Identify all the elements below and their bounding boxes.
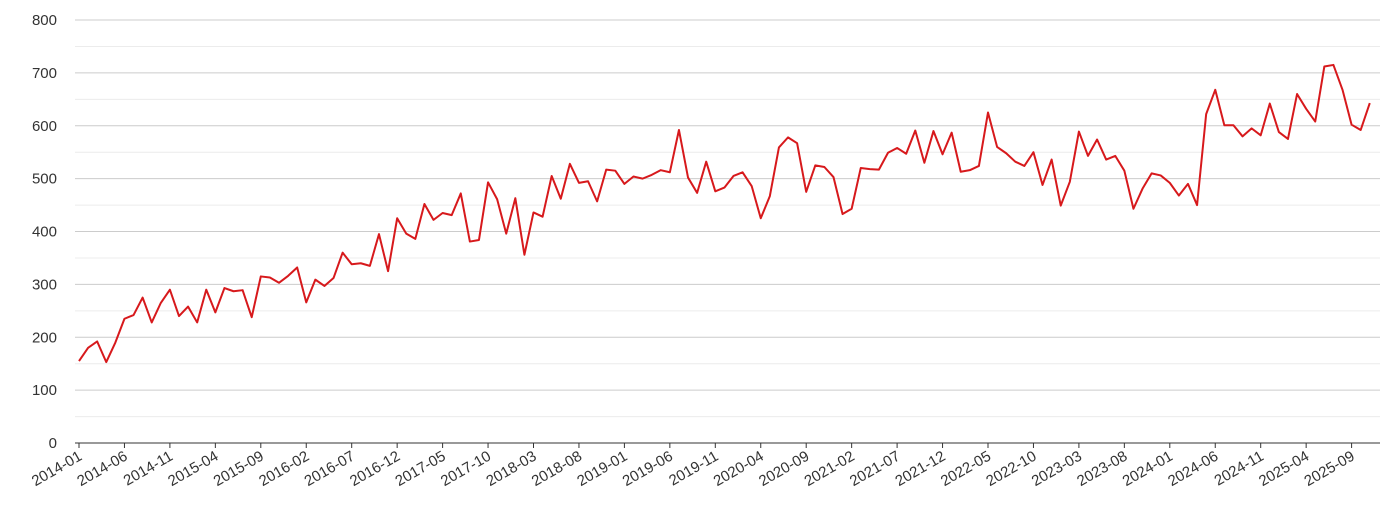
x-tick-label: 2024-01	[1120, 448, 1176, 490]
x-tick-label: 2017-10	[438, 448, 494, 490]
x-tick-label: 2024-06	[1165, 448, 1221, 490]
y-tick-label: 300	[32, 276, 57, 293]
x-tick-label: 2019-11	[666, 448, 721, 490]
y-tick-label: 500	[32, 171, 57, 188]
y-tick-label: 800	[32, 12, 57, 29]
x-tick-label: 2022-05	[938, 448, 994, 490]
x-tick-label: 2018-03	[483, 448, 539, 490]
x-tick-label: 2023-08	[1074, 448, 1130, 490]
x-tick-label: 2017-05	[392, 448, 448, 490]
x-tick-label: 2024-11	[1211, 448, 1266, 490]
gridlines	[75, 19, 1380, 418]
x-tick-label: 2025-04	[1256, 448, 1312, 490]
x-tick-label: 2015-04	[165, 448, 221, 490]
x-tick-label: 2019-06	[620, 448, 676, 490]
x-tick-label: 2016-07	[302, 448, 358, 490]
series-layer	[78, 63, 1371, 364]
y-tick-label: 600	[32, 118, 57, 135]
y-tick-label: 0	[49, 435, 57, 452]
x-tick-label: 2021-07	[847, 448, 903, 490]
x-tick-label: 2020-04	[711, 448, 767, 490]
x-tick-label: 2015-09	[211, 448, 267, 490]
x-tick-label: 2018-08	[529, 448, 585, 490]
x-tick-label: 2022-10	[983, 448, 1039, 490]
x-tick-label: 2014-06	[74, 448, 130, 490]
x-tick-label: 2021-02	[801, 448, 857, 490]
y-tick-label: 400	[32, 224, 57, 241]
x-tick-label: 2021-12	[892, 448, 948, 490]
x-axis-tick-labels: 2014-012014-062014-112015-042015-092016-…	[29, 443, 1358, 490]
y-tick-label: 100	[32, 382, 57, 399]
x-tick-label: 2020-09	[756, 448, 812, 490]
x-tick-label: 2023-03	[1029, 448, 1085, 490]
x-tick-label: 2014-01	[29, 448, 85, 490]
x-tick-label: 2016-02	[256, 448, 312, 490]
y-axis-tick-labels: 0 100 200 300 400 500 600 700 800	[32, 12, 57, 452]
x-tick-label: 2014-11	[121, 448, 176, 490]
x-tick-label: 2025-09	[1301, 448, 1357, 490]
x-tick-label: 2019-01	[574, 448, 630, 490]
x-tick-label: 2016-12	[347, 448, 403, 490]
y-tick-label: 200	[32, 329, 57, 346]
series-line	[78, 63, 1371, 364]
y-tick-label: 700	[32, 65, 57, 82]
